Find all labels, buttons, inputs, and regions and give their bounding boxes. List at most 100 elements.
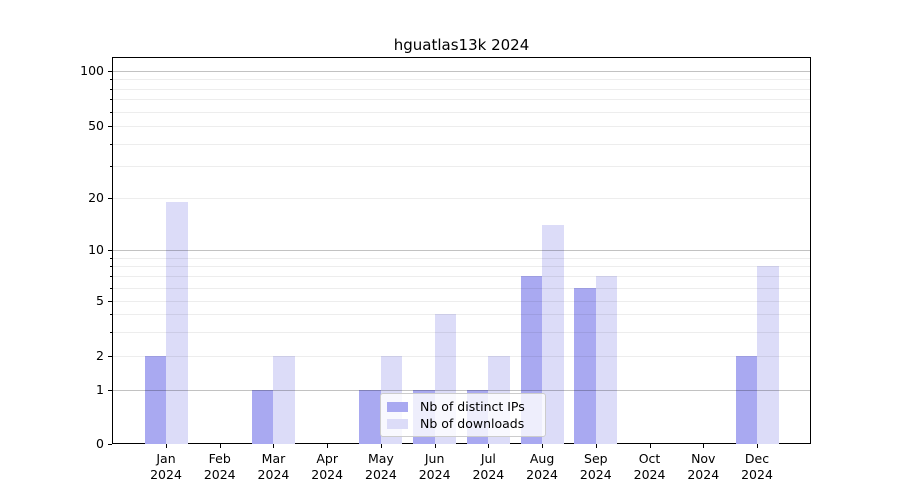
- gridline-minor: [113, 166, 810, 168]
- x-tick-mark: [703, 444, 705, 448]
- x-tick-label-line: 2024: [526, 467, 558, 482]
- x-tick-label-line: Sep: [584, 451, 608, 466]
- x-tick-label-line: 2024: [311, 467, 344, 482]
- x-tick-label: Jan 2024: [138, 451, 194, 483]
- x-tick-label: Jul 2024: [460, 451, 516, 483]
- bar-downloads: [542, 224, 564, 444]
- y-tick-label: 5: [96, 293, 104, 308]
- y-tick-mark: [108, 71, 112, 72]
- gridline-minor: [113, 111, 810, 113]
- y-tick-mark: [108, 198, 112, 199]
- x-tick-label: Sep 2024: [568, 451, 624, 483]
- y-tick-mark: [108, 444, 112, 445]
- x-tick-label-line: 2024: [579, 467, 612, 482]
- x-tick-label-line: Nov: [691, 451, 716, 466]
- x-tick-label-line: Jun: [424, 451, 445, 466]
- x-tick-label: Apr 2024: [299, 451, 355, 483]
- chart-title: hguatlas13k 2024: [393, 36, 530, 54]
- plot-area: [112, 57, 811, 444]
- x-tick-label: Aug 2024: [514, 451, 570, 483]
- y-tick-label: 0: [96, 436, 104, 451]
- y-minor-tick-mark: [110, 287, 112, 289]
- y-tick-mark: [108, 126, 112, 127]
- y-minor-tick-mark: [110, 266, 112, 268]
- x-tick-label-line: Aug: [529, 451, 555, 466]
- x-tick-label: Oct 2024: [622, 451, 678, 483]
- gridline-major: [113, 250, 810, 251]
- x-tick-mark: [166, 444, 167, 448]
- x-tick-label-line: 2024: [741, 467, 773, 482]
- bar-distinct-ips: [735, 356, 757, 444]
- x-tick-label-line: May: [367, 451, 394, 466]
- x-tick-label: Feb 2024: [192, 451, 248, 483]
- legend: Nb of distinct IPs Nb of downloads: [380, 393, 546, 437]
- y-minor-tick-mark: [110, 276, 112, 278]
- gridline-minor: [113, 88, 810, 90]
- y-minor-tick-mark: [110, 111, 112, 113]
- legend-swatch-downloads: [387, 418, 408, 429]
- gridline-minor: [113, 79, 810, 81]
- x-tick-label: Dec 2024: [729, 451, 785, 483]
- x-tick-label-line: Feb: [208, 451, 231, 466]
- y-tick-mark: [108, 301, 112, 302]
- bar-distinct-ips: [144, 356, 166, 444]
- x-tick-label-line: Jan: [156, 451, 176, 466]
- gridline-minor: [113, 301, 810, 302]
- x-tick-mark: [595, 444, 597, 448]
- x-tick-mark: [488, 444, 490, 448]
- gridline-minor: [113, 314, 810, 316]
- legend-label: Nb of downloads: [420, 415, 525, 431]
- y-tick-label: 1: [96, 382, 104, 397]
- gridline-minor: [113, 143, 810, 145]
- legend-item-downloads: Nb of downloads: [387, 415, 539, 432]
- gridline-minor: [113, 331, 810, 333]
- y-minor-tick-mark: [110, 88, 112, 90]
- y-tick-label: 10: [88, 242, 104, 257]
- bar-distinct-ips: [574, 287, 596, 444]
- x-tick-label-line: 2024: [687, 467, 720, 482]
- x-tick-label-line: 2024: [150, 467, 182, 482]
- x-tick-mark: [380, 444, 382, 448]
- bar-downloads: [273, 356, 295, 444]
- y-tick-label: 100: [80, 63, 104, 78]
- x-tick-mark: [434, 444, 436, 448]
- y-minor-tick-mark: [110, 314, 112, 316]
- gridline-minor: [113, 287, 810, 289]
- gridline-major: [113, 390, 810, 391]
- x-tick-label: Jun 2024: [407, 451, 463, 483]
- bar-downloads: [166, 201, 188, 444]
- y-minor-tick-mark: [110, 257, 112, 259]
- x-tick-mark: [273, 444, 275, 448]
- gridline-major: [113, 71, 810, 72]
- legend-swatch-distinct-ips: [387, 401, 408, 412]
- gridline-minor: [113, 99, 810, 101]
- x-tick-label: Mar 2024: [245, 451, 301, 483]
- x-tick-mark: [219, 444, 221, 448]
- y-tick-mark: [108, 390, 112, 391]
- y-minor-tick-mark: [110, 99, 112, 101]
- y-tick-label: 50: [88, 118, 104, 133]
- gridline-minor: [113, 266, 810, 268]
- x-tick-label-line: Apr: [316, 451, 338, 466]
- x-tick-label-line: Jul: [480, 451, 496, 466]
- gridline-minor: [113, 126, 810, 127]
- x-tick-label-line: 2024: [472, 467, 505, 482]
- y-tick-mark: [108, 356, 112, 357]
- y-tick-mark: [108, 250, 112, 251]
- bar-distinct-ips: [251, 390, 274, 444]
- bar-distinct-ips: [359, 390, 381, 444]
- legend-label: Nb of distinct IPs: [420, 398, 525, 414]
- y-tick-label: 2: [96, 348, 104, 363]
- x-tick-mark: [757, 444, 758, 448]
- x-tick-mark: [542, 444, 544, 448]
- y-minor-tick-mark: [110, 166, 112, 168]
- gridline-minor: [113, 198, 810, 199]
- gridline-minor: [113, 276, 810, 278]
- x-tick-label-line: Mar: [261, 451, 286, 466]
- x-tick-label-line: 2024: [203, 467, 236, 482]
- x-tick-mark: [649, 444, 651, 448]
- x-tick-label-line: Dec: [744, 451, 770, 466]
- gridline-minor: [113, 356, 810, 357]
- x-tick-mark: [327, 444, 329, 448]
